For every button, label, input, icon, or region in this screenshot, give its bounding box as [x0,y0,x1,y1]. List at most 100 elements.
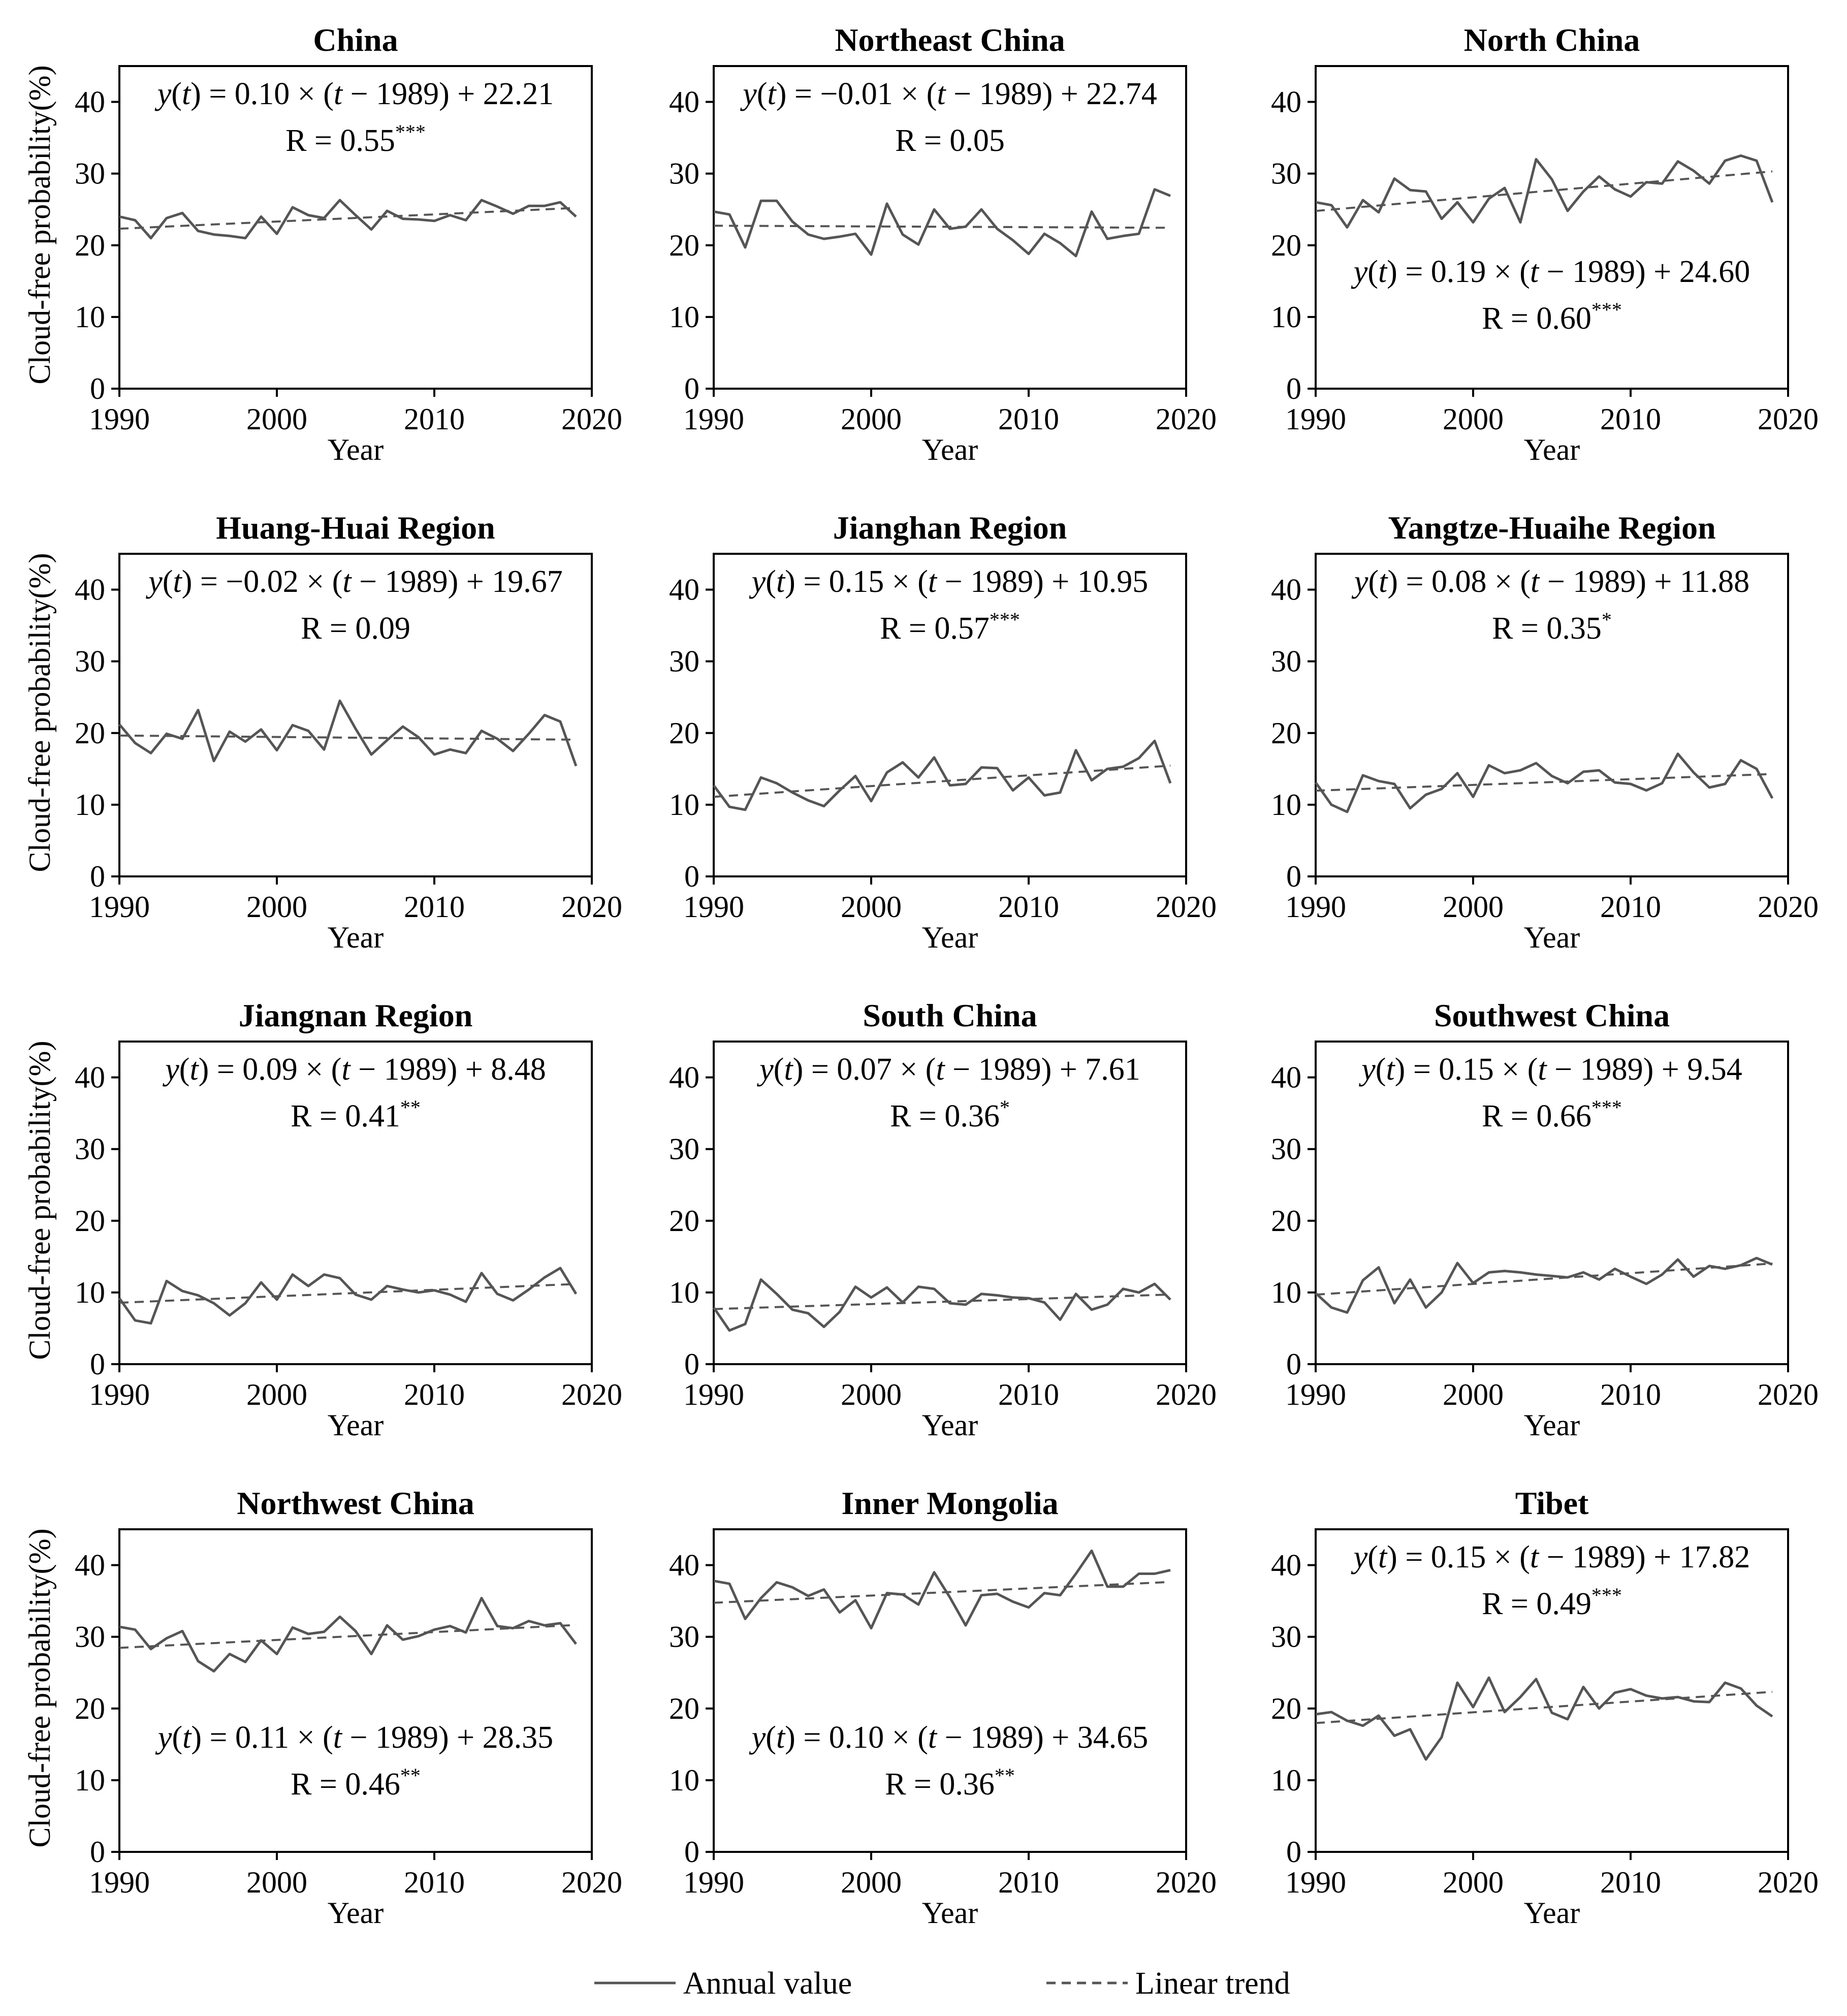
x-axis-label: Year [1524,433,1580,466]
x-tick-label: 2010 [998,890,1059,924]
series-annual-line [1314,752,1774,813]
x-tick-label: 1990 [683,1866,744,1899]
y-tick-label: 20 [1271,229,1301,262]
series-annual-line [1315,1676,1773,1761]
y-axis-label: Cloud-free probability(%) [23,1041,56,1360]
x-axis-label: Year [922,1896,978,1930]
y-tick-label: 40 [669,573,699,607]
panel-title: Huang-Huai Region [216,510,495,546]
trend-equation: y(t) = 0.15 × (t − 1989) + 9.54 [1358,1052,1742,1087]
x-tick-label: 1990 [1285,890,1346,924]
series-annual-line [119,1597,577,1673]
panel-northwest-china: Northwest China 0 10 20 30 40 1990 2000 2010 2020… [23,1485,622,1930]
y-tick-label: 40 [1271,573,1301,607]
x-tick-label: 1990 [89,402,150,436]
panel-title: North China [1464,22,1640,58]
x-tick-label: 2000 [1443,1378,1504,1411]
x-tick-label: 1990 [89,890,150,924]
y-tick-label: 40 [1271,85,1301,119]
correlation-r: R = 0.36** [885,1764,1015,1802]
y-tick-label: 30 [1271,645,1301,678]
series-trend-line [119,1624,577,1649]
x-tick-label: 2010 [1600,890,1661,924]
x-axis-label: Year [922,921,978,954]
y-tick-label: 0 [684,1347,699,1381]
y-tick-label: 30 [75,1132,105,1166]
y-tick-label: 10 [1271,300,1301,334]
y-tick-label: 30 [1271,157,1301,191]
y-tick-label: 40 [75,573,105,607]
panel-northeast-china: Northeast China 0 10 20 30 40 1990 2000 2010 2020… [669,22,1217,466]
plot-frame [713,1528,1187,1853]
y-axis-label: Cloud-free probability(%) [23,1528,56,1847]
y-tick-label: 40 [669,85,699,119]
x-tick-label: 2000 [1443,890,1504,924]
series-annual-line [119,199,577,240]
y-tick-label: 0 [90,1347,105,1381]
correlation-r: R = 0.46** [291,1764,421,1802]
plot-frame [118,65,593,390]
x-tick-label: 2020 [1758,1378,1819,1411]
y-tick-label: 40 [75,1061,105,1094]
panel-title: Yangtze-Huaihe Region [1388,510,1715,546]
trend-equation: y(t) = 0.09 × (t − 1989) + 8.48 [162,1052,546,1087]
legend-annual-label: Annual value [683,1966,852,2001]
y-tick-label: 30 [669,1132,699,1166]
y-tick-label: 30 [669,1620,699,1654]
x-tick-label: 1990 [683,402,744,436]
panel-title: Northeast China [835,22,1065,58]
x-tick-label: 2020 [1156,890,1217,924]
x-tick-label: 1990 [683,1378,744,1411]
x-tick-label: 2010 [998,1378,1059,1411]
x-tick-label: 1990 [683,890,744,924]
x-tick-label: 1990 [1285,1378,1346,1411]
y-tick-label: 30 [75,1620,105,1654]
series-trend-line [119,734,577,741]
correlation-r: R = 0.41** [291,1096,421,1133]
series-annual-line [712,1278,1171,1332]
x-tick-label: 2020 [561,1378,622,1411]
trend-equation: y(t) = 0.19 × (t − 1989) + 24.60 [1351,255,1750,289]
y-tick-label: 10 [669,788,699,822]
x-tick-label: 2000 [1443,402,1504,436]
x-tick-label: 1990 [89,1378,150,1411]
x-tick-label: 2010 [404,1378,465,1411]
panel-title: South China [863,997,1037,1033]
x-tick-label: 2000 [841,1866,902,1899]
legend: Annual value Linear trend [594,1966,1290,2001]
y-tick-label: 10 [1271,1763,1301,1797]
correlation-r: R = 0.57*** [880,608,1020,646]
panel-southwest-china: Southwest China 0 10 20 30 40 1990 2000 2010 2020… [1271,997,1819,1442]
y-tick-label: 40 [75,1549,105,1582]
x-axis-label: Year [1524,1408,1580,1442]
series-annual-line [118,699,578,767]
x-tick-label: 2010 [1600,402,1661,436]
panel-yangtze-huaihe-region: Yangtze-Huaihe Region 0 10 20 30 40 1990 2000 20… [1271,510,1819,954]
y-tick-label: 30 [669,157,699,191]
x-tick-label: 2000 [841,890,902,924]
x-tick-label: 2010 [998,1866,1059,1899]
panel-china: China 0 10 20 30 40 1990 2000 2010 2020 Year Cloud-… [23,22,622,466]
trend-equation: y(t) = −0.01 × (t − 1989) + 22.74 [740,77,1157,111]
y-tick-label: 20 [75,716,105,750]
trend-equation: y(t) = 0.15 × (t − 1989) + 10.95 [749,564,1148,599]
trend-equation: y(t) = 0.11 × (t − 1989) + 28.35 [155,1720,553,1755]
trend-equation: y(t) = −0.02 × (t − 1989) + 19.67 [145,564,562,599]
x-axis-label: Year [1524,921,1580,954]
y-tick-label: 0 [90,372,105,405]
plot-frame [118,553,593,877]
y-tick-label: 0 [684,1835,699,1869]
x-tick-label: 2010 [1600,1866,1661,1899]
y-tick-label: 20 [1271,1692,1301,1725]
trend-equation: y(t) = 0.07 × (t − 1989) + 7.61 [756,1052,1140,1087]
x-tick-label: 2010 [404,890,465,924]
panel-title: Northwest China [237,1485,474,1521]
panel-title: Inner Mongolia [841,1485,1058,1521]
x-tick-label: 2020 [1758,402,1819,436]
y-tick-label: 40 [1271,1061,1301,1094]
y-tick-label: 20 [669,1692,699,1725]
y-tick-label: 30 [669,645,699,678]
y-tick-label: 30 [1271,1620,1301,1654]
series-trend-line [713,764,1171,798]
correlation-r: R = 0.05 [895,123,1005,158]
